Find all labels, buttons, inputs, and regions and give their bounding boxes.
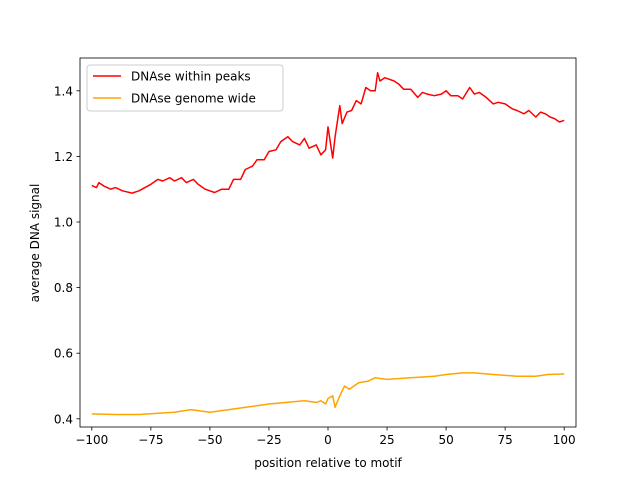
legend-box — [86, 64, 284, 112]
x-tick-label: −25 — [256, 433, 281, 447]
y-tick-label: 1.4 — [54, 84, 73, 98]
x-tick-label: −50 — [197, 433, 222, 447]
x-tick-label: −100 — [75, 433, 108, 447]
series-line-within-peaks — [91, 72, 565, 194]
y-axis-label: average DNA signal — [28, 184, 42, 303]
y-tick-label: 0.6 — [54, 347, 73, 361]
x-tick-label: 0 — [324, 433, 332, 447]
x-axis: −100 −75 −50 −25 0 25 50 75 100 — [75, 427, 576, 447]
x-tick-label: 100 — [553, 433, 576, 447]
plot-area — [91, 72, 565, 416]
x-tick-label: 75 — [498, 433, 513, 447]
y-tick-label: 0.4 — [54, 412, 73, 426]
x-tick-label: 50 — [438, 433, 453, 447]
legend-label-within-peaks: DNAse within peaks — [131, 70, 251, 84]
y-tick-label: 0.8 — [54, 281, 73, 295]
y-axis: 0.4 0.6 0.8 1.0 1.2 1.4 — [54, 84, 80, 426]
legend-label-genome-wide: DNAse genome wide — [131, 92, 256, 106]
x-tick-label: −75 — [138, 433, 163, 447]
legend: DNAse within peaks DNAse genome wide — [86, 64, 284, 112]
y-tick-label: 1.0 — [54, 216, 73, 230]
x-axis-label: position relative to motif — [254, 456, 402, 470]
x-tick-label: 25 — [379, 433, 394, 447]
series-line-genome-wide — [91, 372, 565, 416]
y-tick-label: 1.2 — [54, 150, 73, 164]
